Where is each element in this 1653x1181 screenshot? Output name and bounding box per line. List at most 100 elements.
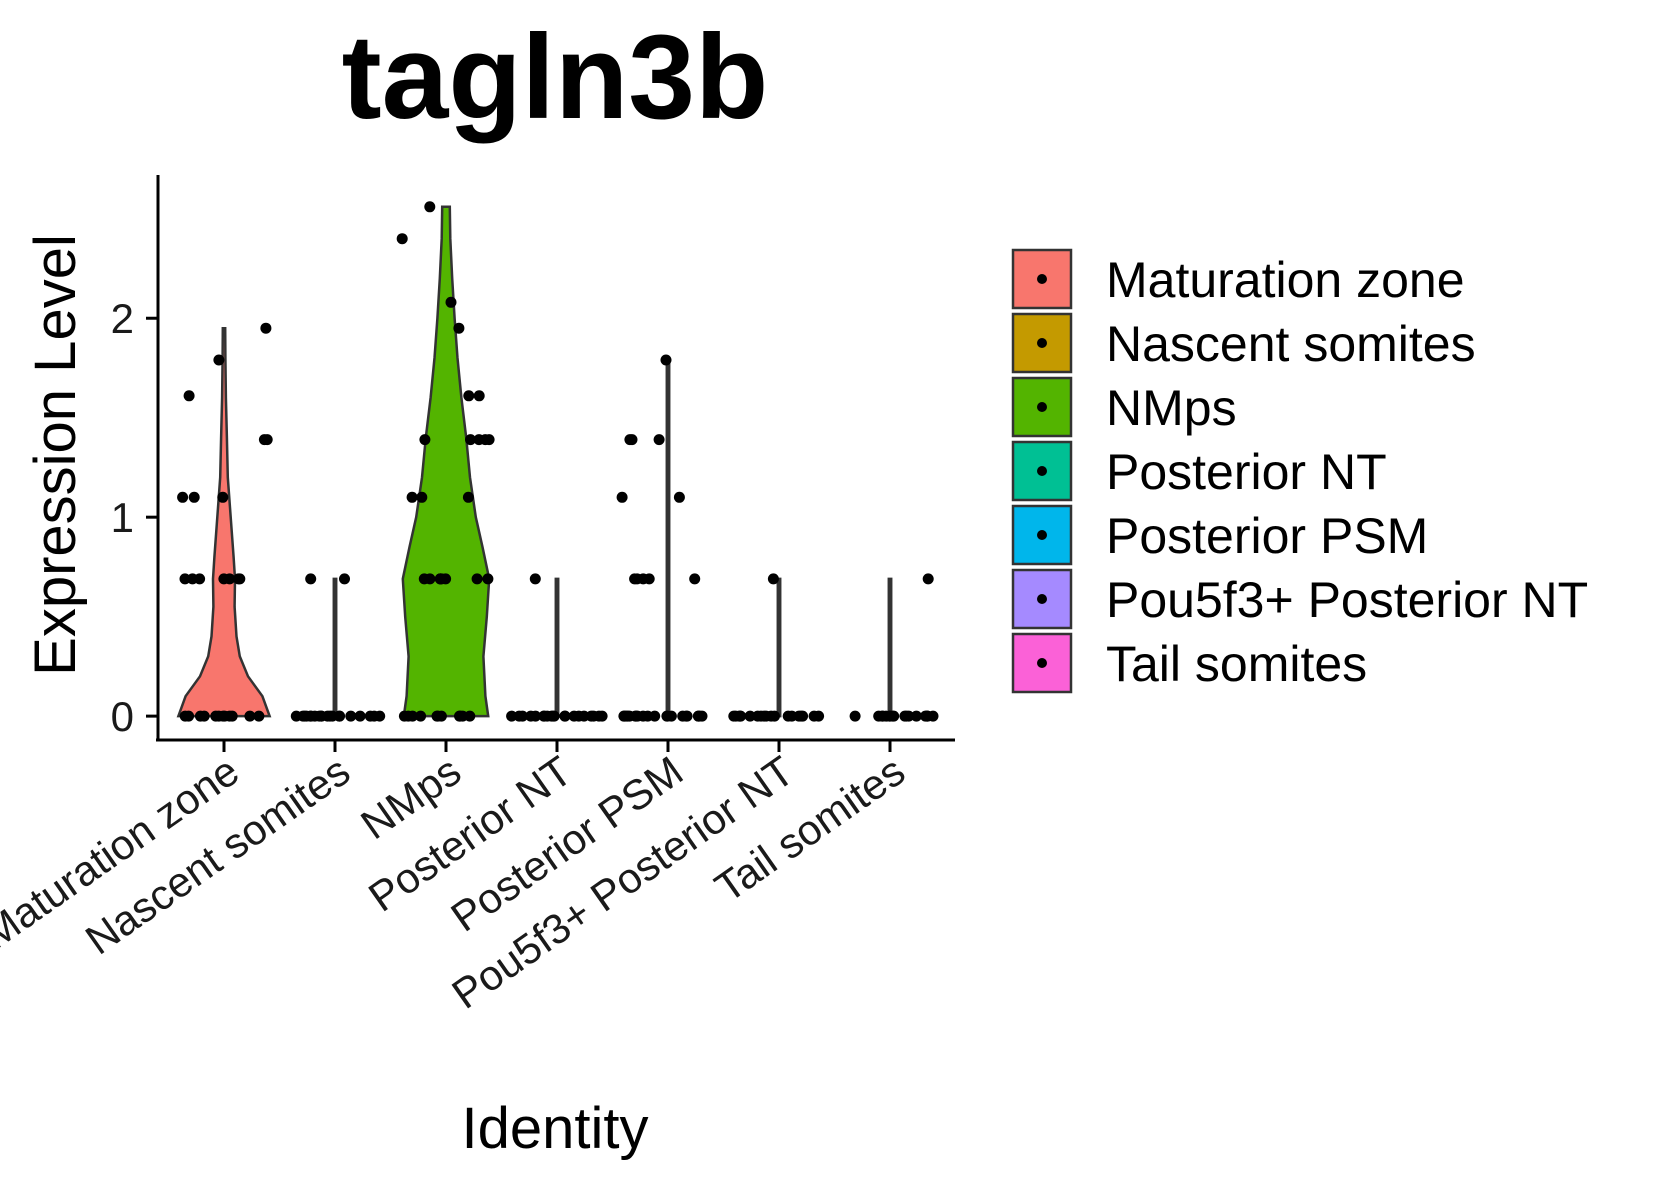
data-point (187, 573, 198, 585)
violin-pou5f3-posterior-nt (776, 577, 782, 718)
chart-title: tagln3b (342, 10, 769, 144)
data-point (198, 710, 210, 722)
data-point (529, 573, 541, 585)
legend-key (1011, 632, 1073, 694)
data-point (471, 573, 483, 585)
legend-key-dot (1037, 274, 1047, 284)
data-point (179, 710, 191, 722)
data-point (415, 710, 427, 722)
data-point (416, 491, 428, 503)
data-point (622, 710, 634, 722)
legend-item-nmps: NMps (1011, 376, 1237, 438)
data-point (782, 710, 794, 722)
data-point (530, 710, 541, 722)
data-point (418, 573, 430, 585)
data-point (473, 390, 485, 402)
data-point (177, 491, 189, 503)
data-point (626, 434, 638, 446)
violin-posterior-nt (554, 577, 560, 718)
violin-maturation-zone (176, 326, 272, 718)
data-point (396, 233, 408, 245)
legend-item-tail-somites: Tail somites (1011, 632, 1367, 694)
violin-nascent-somites (332, 577, 338, 718)
data-point (903, 710, 915, 722)
data-point (305, 710, 317, 722)
data-point (689, 573, 701, 585)
data-point (462, 491, 474, 503)
legend-key-dot (1037, 338, 1047, 348)
data-point (730, 710, 742, 722)
data-point (463, 390, 475, 402)
data-point (673, 491, 685, 503)
data-point (517, 710, 528, 722)
data-point (188, 491, 200, 503)
jitter-points-layer (177, 201, 939, 722)
data-point (649, 710, 661, 722)
data-point (578, 710, 590, 722)
data-point (183, 390, 195, 402)
violin-tail-somites (887, 577, 893, 718)
legend-label: NMps (1106, 380, 1237, 436)
legend-label: Pou5f3+ Posterior NT (1106, 572, 1588, 628)
data-point (920, 710, 931, 722)
data-point (767, 573, 779, 585)
data-point (326, 710, 338, 722)
legend-item-posterior-psm: Posterior PSM (1011, 504, 1428, 566)
data-point (744, 710, 756, 722)
data-point (454, 710, 465, 722)
data-point (677, 710, 689, 722)
data-point (226, 710, 238, 722)
legend-label: Posterior PSM (1106, 508, 1428, 564)
data-point (479, 434, 491, 446)
data-point (398, 710, 410, 722)
y-axis-title: Expression Level (23, 234, 88, 676)
y-tick-label: 1 (111, 494, 134, 541)
data-point (305, 573, 317, 585)
legend-key (1011, 440, 1073, 502)
data-point (261, 434, 273, 446)
data-point (406, 491, 418, 503)
data-point (465, 434, 476, 446)
data-point (345, 710, 357, 722)
legend-label: Maturation zone (1106, 252, 1465, 308)
data-point (559, 710, 571, 722)
legend-label: Tail somites (1106, 636, 1367, 692)
legend-key-dot (1037, 530, 1047, 540)
x-axis-title: Identity (462, 1096, 649, 1161)
violin-posterior-psm (665, 358, 671, 718)
data-point (548, 710, 560, 722)
data-point (234, 573, 246, 585)
data-point (432, 710, 444, 722)
data-point (290, 710, 302, 722)
data-point (616, 491, 628, 503)
data-point (424, 201, 436, 213)
data-point (354, 710, 366, 722)
data-point (217, 491, 229, 503)
data-point (755, 710, 767, 722)
legend-item-maturation-zone: Maturation zone (1011, 248, 1465, 310)
legend-label: Posterior NT (1106, 444, 1387, 500)
data-point (482, 573, 494, 585)
data-point (922, 573, 934, 585)
y-ticks-layer: 0 1 2 (111, 295, 158, 740)
data-point (253, 710, 265, 722)
data-point (808, 710, 820, 722)
data-point (653, 434, 665, 446)
data-point (694, 710, 706, 722)
data-point (219, 710, 231, 722)
data-point (244, 710, 256, 722)
data-point (210, 710, 222, 722)
data-point (315, 710, 327, 722)
data-point (506, 710, 518, 722)
data-point (631, 573, 643, 585)
data-point (434, 573, 446, 585)
data-point (769, 710, 780, 722)
violin-nmps (401, 205, 491, 718)
data-point (661, 710, 673, 722)
legend-label: Nascent somites (1106, 316, 1476, 372)
data-point (419, 434, 431, 446)
data-point (224, 573, 236, 585)
data-point (364, 710, 376, 722)
